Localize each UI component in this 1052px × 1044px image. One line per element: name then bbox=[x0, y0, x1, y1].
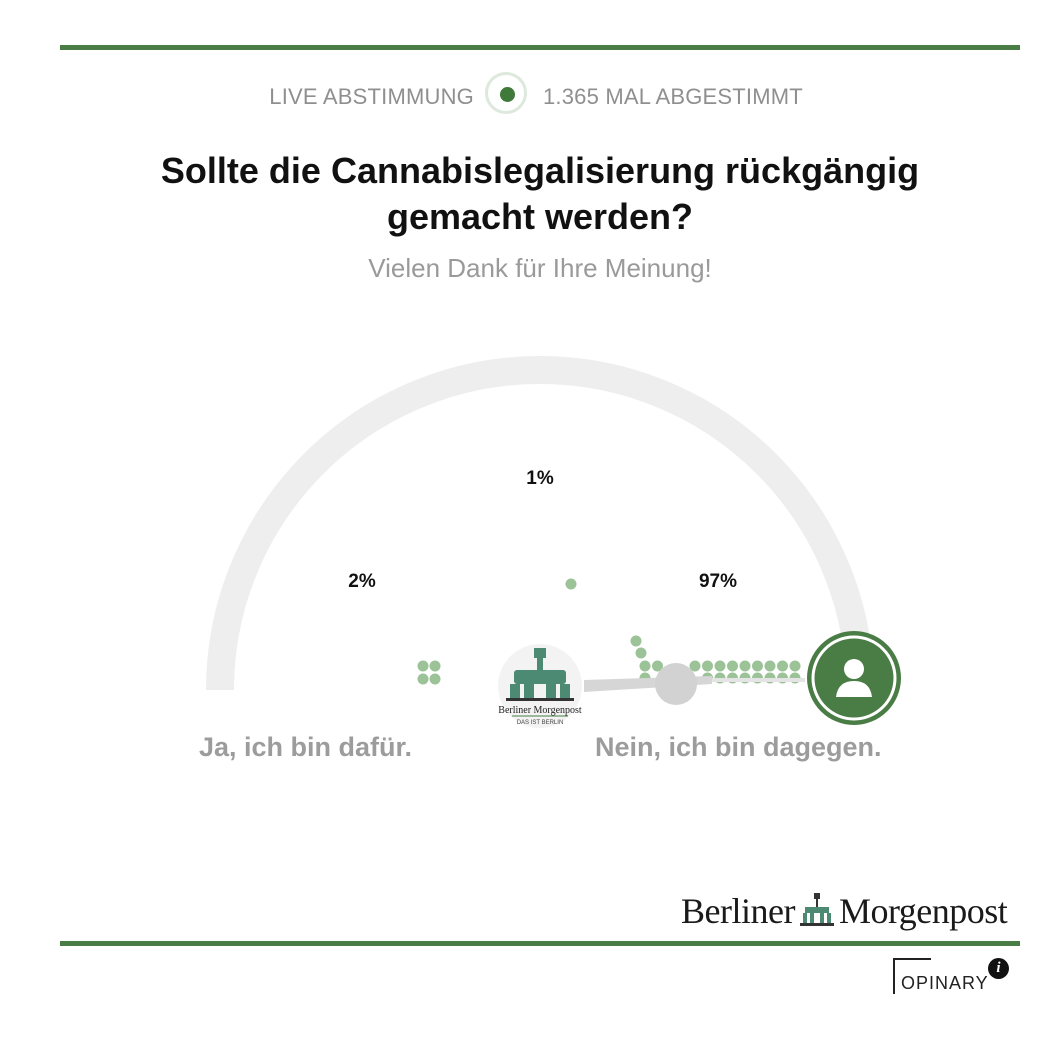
brand-name-left: Berliner bbox=[681, 891, 795, 931]
slider-handle[interactable] bbox=[655, 663, 697, 705]
vote-dot bbox=[639, 660, 651, 672]
vote-dot bbox=[777, 660, 788, 672]
percent-left: 2% bbox=[348, 571, 376, 592]
vote-dot bbox=[727, 660, 738, 672]
vote-dot bbox=[789, 660, 801, 672]
vote-dot bbox=[417, 673, 429, 685]
badge-name: Berliner Morgenpost bbox=[498, 705, 582, 716]
brand-name-right: Morgenpost bbox=[838, 891, 1008, 931]
vote-dot bbox=[702, 660, 713, 672]
vote-dot bbox=[752, 660, 763, 672]
vote-dot bbox=[689, 660, 701, 672]
votes-left-cluster bbox=[417, 660, 441, 685]
user-vote-marker bbox=[807, 631, 901, 725]
percent-right: 97% bbox=[698, 571, 738, 592]
vote-dot bbox=[429, 660, 441, 672]
choice-left[interactable]: Ja, ich bin dafür. bbox=[199, 732, 413, 762]
badge-tagline: DAS IST BERLIN bbox=[517, 720, 564, 726]
bottom-rule bbox=[60, 941, 1020, 946]
choice-right[interactable]: Nein, ich bin dagegen. bbox=[595, 732, 882, 762]
vote-dot bbox=[739, 660, 751, 672]
info-icon[interactable]: i bbox=[988, 958, 1009, 979]
top-rule bbox=[60, 45, 1020, 50]
opinary-text: OPINARY bbox=[901, 973, 989, 993]
vote-dot bbox=[764, 660, 776, 672]
poll-question: Sollte die Cannabislegalisierung rückgän… bbox=[160, 150, 920, 237]
quadriga-icon bbox=[799, 893, 834, 926]
thanks-message: Vielen Dank für Ihre Meinung! bbox=[368, 253, 712, 283]
live-dot-icon bbox=[485, 72, 527, 114]
vote-dot bbox=[714, 660, 726, 672]
live-vote-header: LIVE ABSTIMMUNG 1.365 MAL ABGESTIMMT bbox=[0, 72, 1052, 118]
votes-right-cluster bbox=[630, 635, 801, 684]
publisher-badge: Berliner Morgenpost DAS IST BERLIN bbox=[498, 644, 582, 728]
vote-dot bbox=[635, 647, 647, 659]
vote-count: 1.365 MAL ABGESTIMMT bbox=[543, 84, 803, 109]
gauge-arc bbox=[206, 356, 874, 691]
live-label: LIVE ABSTIMMUNG bbox=[269, 84, 474, 109]
user-icon bbox=[836, 659, 872, 697]
vote-dot bbox=[652, 660, 663, 672]
percent-middle: 1% bbox=[526, 468, 554, 489]
vote-dot bbox=[429, 673, 441, 685]
vote-dot bbox=[630, 635, 642, 647]
vote-dot bbox=[565, 578, 577, 590]
publisher-logo: Berliner Morgenpost bbox=[681, 890, 1008, 932]
votes-middle-cluster bbox=[565, 578, 577, 590]
vote-dot bbox=[417, 660, 429, 672]
